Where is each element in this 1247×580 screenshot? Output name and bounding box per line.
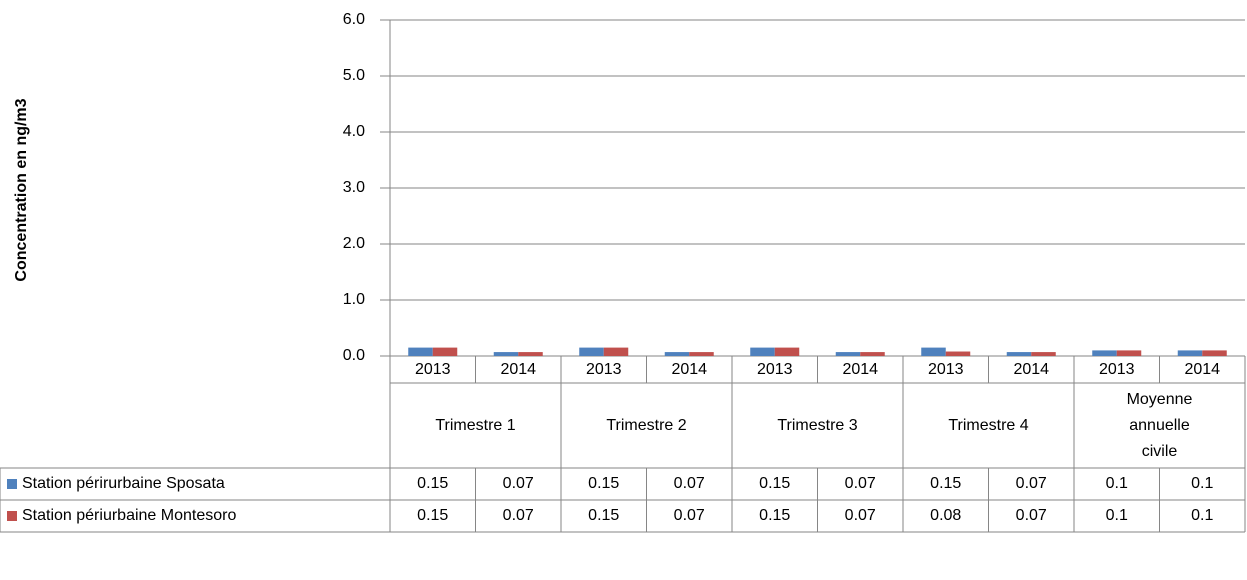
y-tick-label: 6.0 — [343, 11, 365, 28]
y-tick-label: 2.0 — [343, 235, 365, 252]
bar — [493, 352, 519, 356]
table-value: 0.07 — [503, 475, 534, 492]
table-value: 0.07 — [674, 507, 705, 524]
bar — [1177, 350, 1203, 356]
table-value: 0.07 — [1016, 475, 1047, 492]
x-tick-label: 2013 — [415, 361, 451, 378]
group-label: Trimestre 4 — [948, 416, 1029, 434]
bar — [664, 352, 690, 356]
table-value: 0.15 — [588, 475, 619, 492]
bar — [603, 347, 629, 356]
x-tick-label: 2013 — [586, 361, 622, 378]
y-tick-label: 1.0 — [343, 291, 365, 308]
y-tick-label: 3.0 — [343, 179, 365, 196]
y-tick-label: 5.0 — [343, 67, 365, 84]
legend-key — [7, 479, 17, 489]
x-tick-label: 2013 — [928, 361, 964, 378]
bar — [1202, 350, 1227, 356]
table-value: 0.07 — [845, 507, 876, 524]
table-value: 0.1 — [1106, 475, 1128, 492]
bar — [1092, 350, 1117, 356]
legend-key — [7, 511, 17, 521]
bar — [1116, 350, 1142, 356]
bar — [408, 347, 433, 356]
table-value: 0.08 — [930, 507, 961, 524]
table-value: 0.07 — [674, 475, 705, 492]
x-tick-label: 2014 — [500, 361, 536, 378]
bar — [1006, 352, 1032, 356]
table-value: 0.07 — [845, 475, 876, 492]
y-tick-label: 4.0 — [343, 123, 365, 140]
table-value: 0.1 — [1191, 507, 1213, 524]
y-tick-label: 0.0 — [343, 347, 365, 364]
bar — [835, 352, 861, 356]
table-value: 0.1 — [1191, 475, 1213, 492]
bar — [518, 352, 543, 356]
x-tick-label: 2014 — [671, 361, 707, 378]
table-value: 0.15 — [417, 475, 448, 492]
group-label: Moyenne annuelle civile — [1126, 390, 1193, 460]
x-tick-label: 2014 — [1013, 361, 1049, 378]
table-value: 0.15 — [759, 507, 790, 524]
bar — [689, 352, 714, 356]
table-value: 0.15 — [417, 507, 448, 524]
table-value: 0.07 — [1016, 507, 1047, 524]
bar — [945, 351, 971, 356]
bar — [921, 347, 946, 356]
group-label: Trimestre 3 — [777, 416, 858, 434]
x-tick-label: 2014 — [842, 361, 878, 378]
table-value: 0.15 — [759, 475, 790, 492]
bar — [750, 347, 775, 356]
bar — [579, 347, 604, 356]
table-value: 0.1 — [1106, 507, 1128, 524]
group-label: Trimestre 1 — [435, 416, 516, 434]
bar — [774, 347, 800, 356]
x-tick-label: 2014 — [1184, 361, 1220, 378]
bar — [1031, 352, 1056, 356]
table-value: 0.07 — [503, 507, 534, 524]
bar — [860, 352, 885, 356]
legend-label: Station périurbaine Montesoro — [22, 507, 236, 524]
table-value: 0.15 — [930, 475, 961, 492]
x-tick-label: 2013 — [757, 361, 793, 378]
group-label: Trimestre 2 — [606, 416, 687, 434]
bar — [432, 347, 458, 356]
legend-label: Station périrurbaine Sposata — [22, 475, 225, 492]
y-axis-title: Concentration en ng/m3 — [13, 98, 30, 281]
x-tick-label: 2013 — [1099, 361, 1135, 378]
table-value: 0.15 — [588, 507, 619, 524]
